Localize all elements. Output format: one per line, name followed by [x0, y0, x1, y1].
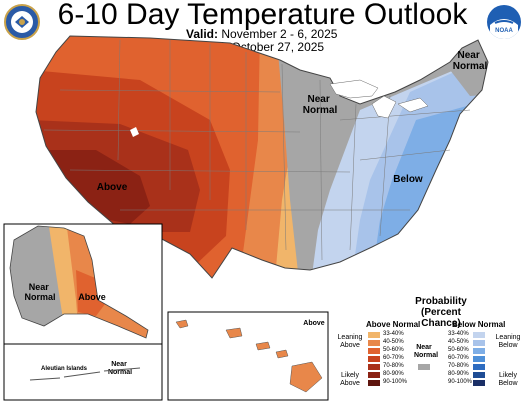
alaska-outline	[9, 225, 149, 339]
legend-above-swatch	[368, 364, 380, 370]
legend-below-bin-label: 50-60%	[448, 347, 469, 353]
legend-title: Probability (Percent Chance)	[415, 296, 467, 329]
legend-above-bin-label: 90-100%	[383, 379, 408, 385]
legend-below-bin-label: 33-40%	[448, 331, 469, 337]
legend-above-head: Above Normal	[366, 320, 421, 329]
legend-leaning-below: Leaning Below	[495, 334, 521, 349]
eagle-icon	[11, 11, 33, 33]
legend-above-bin-label: 40-50%	[383, 339, 404, 345]
legend-below-swatch	[473, 372, 485, 378]
region-label-northeast: Near Normal	[453, 50, 488, 72]
legend-above-bin-label: 33-40%	[383, 331, 404, 337]
legend-below-swatch	[473, 340, 485, 346]
legend-below-bin-label: 60-70%	[448, 355, 469, 361]
northeast-line-1: Near	[457, 50, 479, 61]
aleutian-near-line-2: Normal	[108, 369, 132, 376]
legend-near-head: Near Normal	[414, 344, 439, 359]
region-label-central: Near Normal	[303, 94, 338, 116]
noaa-logo-icon: NOAA	[487, 5, 521, 39]
central-line-2: Normal	[303, 105, 338, 116]
legend-below-swatch	[473, 380, 485, 386]
aleutian-near-line-1: Near	[111, 361, 127, 368]
legend-below-head: Below Normal	[452, 320, 506, 329]
legend-below-bin-label: 40-50%	[448, 339, 469, 345]
alaska-near-line-2: Normal	[24, 292, 55, 302]
noaa-gull-icon: NOAA	[488, 6, 520, 39]
legend-leaning-above: Leaning Above	[337, 334, 363, 349]
legend-above-bin-label: 70-80%	[383, 363, 404, 369]
central-line-1: Near	[307, 94, 329, 105]
legend-above-bin-label: 60-70%	[383, 355, 404, 361]
legend-above-swatch	[368, 348, 380, 354]
legend-above-swatch	[368, 372, 380, 378]
doc-seal-icon	[4, 4, 40, 40]
great-lakes-michigan	[371, 95, 397, 119]
svg-text:NOAA: NOAA	[495, 28, 513, 34]
legend-above-bin-label: 50-60%	[383, 347, 404, 353]
legend-above-swatch	[368, 340, 380, 346]
legend-below-bin-label: 80-90%	[448, 371, 469, 377]
legend-above-swatch	[368, 356, 380, 362]
valid-value: November 2 - 6, 2025	[221, 27, 338, 41]
region-label-east: Below	[393, 174, 423, 185]
great-lakes-erie	[397, 97, 429, 113]
legend-above-swatch	[368, 380, 380, 386]
conus-outline	[35, 35, 489, 279]
valid-label: Valid:	[186, 27, 219, 41]
hawaii-label: Above	[303, 320, 325, 327]
legend-below-swatch	[473, 348, 485, 354]
legend-below-bin-label: 90-100%	[448, 379, 473, 385]
aleutian-chain	[29, 367, 141, 381]
northeast-line-2: Normal	[453, 61, 488, 72]
aleutian-inset-frame	[3, 343, 163, 401]
hawaii-islands	[175, 319, 323, 393]
legend-above-swatch	[368, 332, 380, 338]
alaska-above-label: Above	[78, 292, 106, 302]
legend-likely-above: Likely Above	[340, 372, 360, 387]
great-lakes	[329, 79, 379, 99]
state-borders	[43, 39, 471, 261]
issued-value: October 27, 2025	[231, 40, 325, 54]
legend-below-swatch	[473, 364, 485, 370]
alaska-near-label: Near Normal	[24, 282, 55, 302]
region-label-west: Above	[97, 182, 128, 193]
legend-near-swatch	[418, 364, 430, 370]
alaska-near-line-1: Near	[29, 282, 50, 292]
legend-likely-below: Likely Below	[498, 372, 518, 387]
valid-line: Valid: November 2 - 6, 2025	[186, 27, 337, 41]
page-title: 6-10 Day Temperature Outlook	[57, 0, 468, 31]
legend-below-swatch	[473, 332, 485, 338]
aleutian-title: Aleutian Islands	[41, 366, 88, 372]
aleutian-near-label: Near Normal	[108, 361, 132, 376]
great-salt-lake	[130, 127, 139, 137]
legend-below-bin-label: 70-80%	[448, 363, 469, 369]
legend-below-swatch	[473, 356, 485, 362]
legend-above-bin-label: 80-90%	[383, 371, 404, 377]
